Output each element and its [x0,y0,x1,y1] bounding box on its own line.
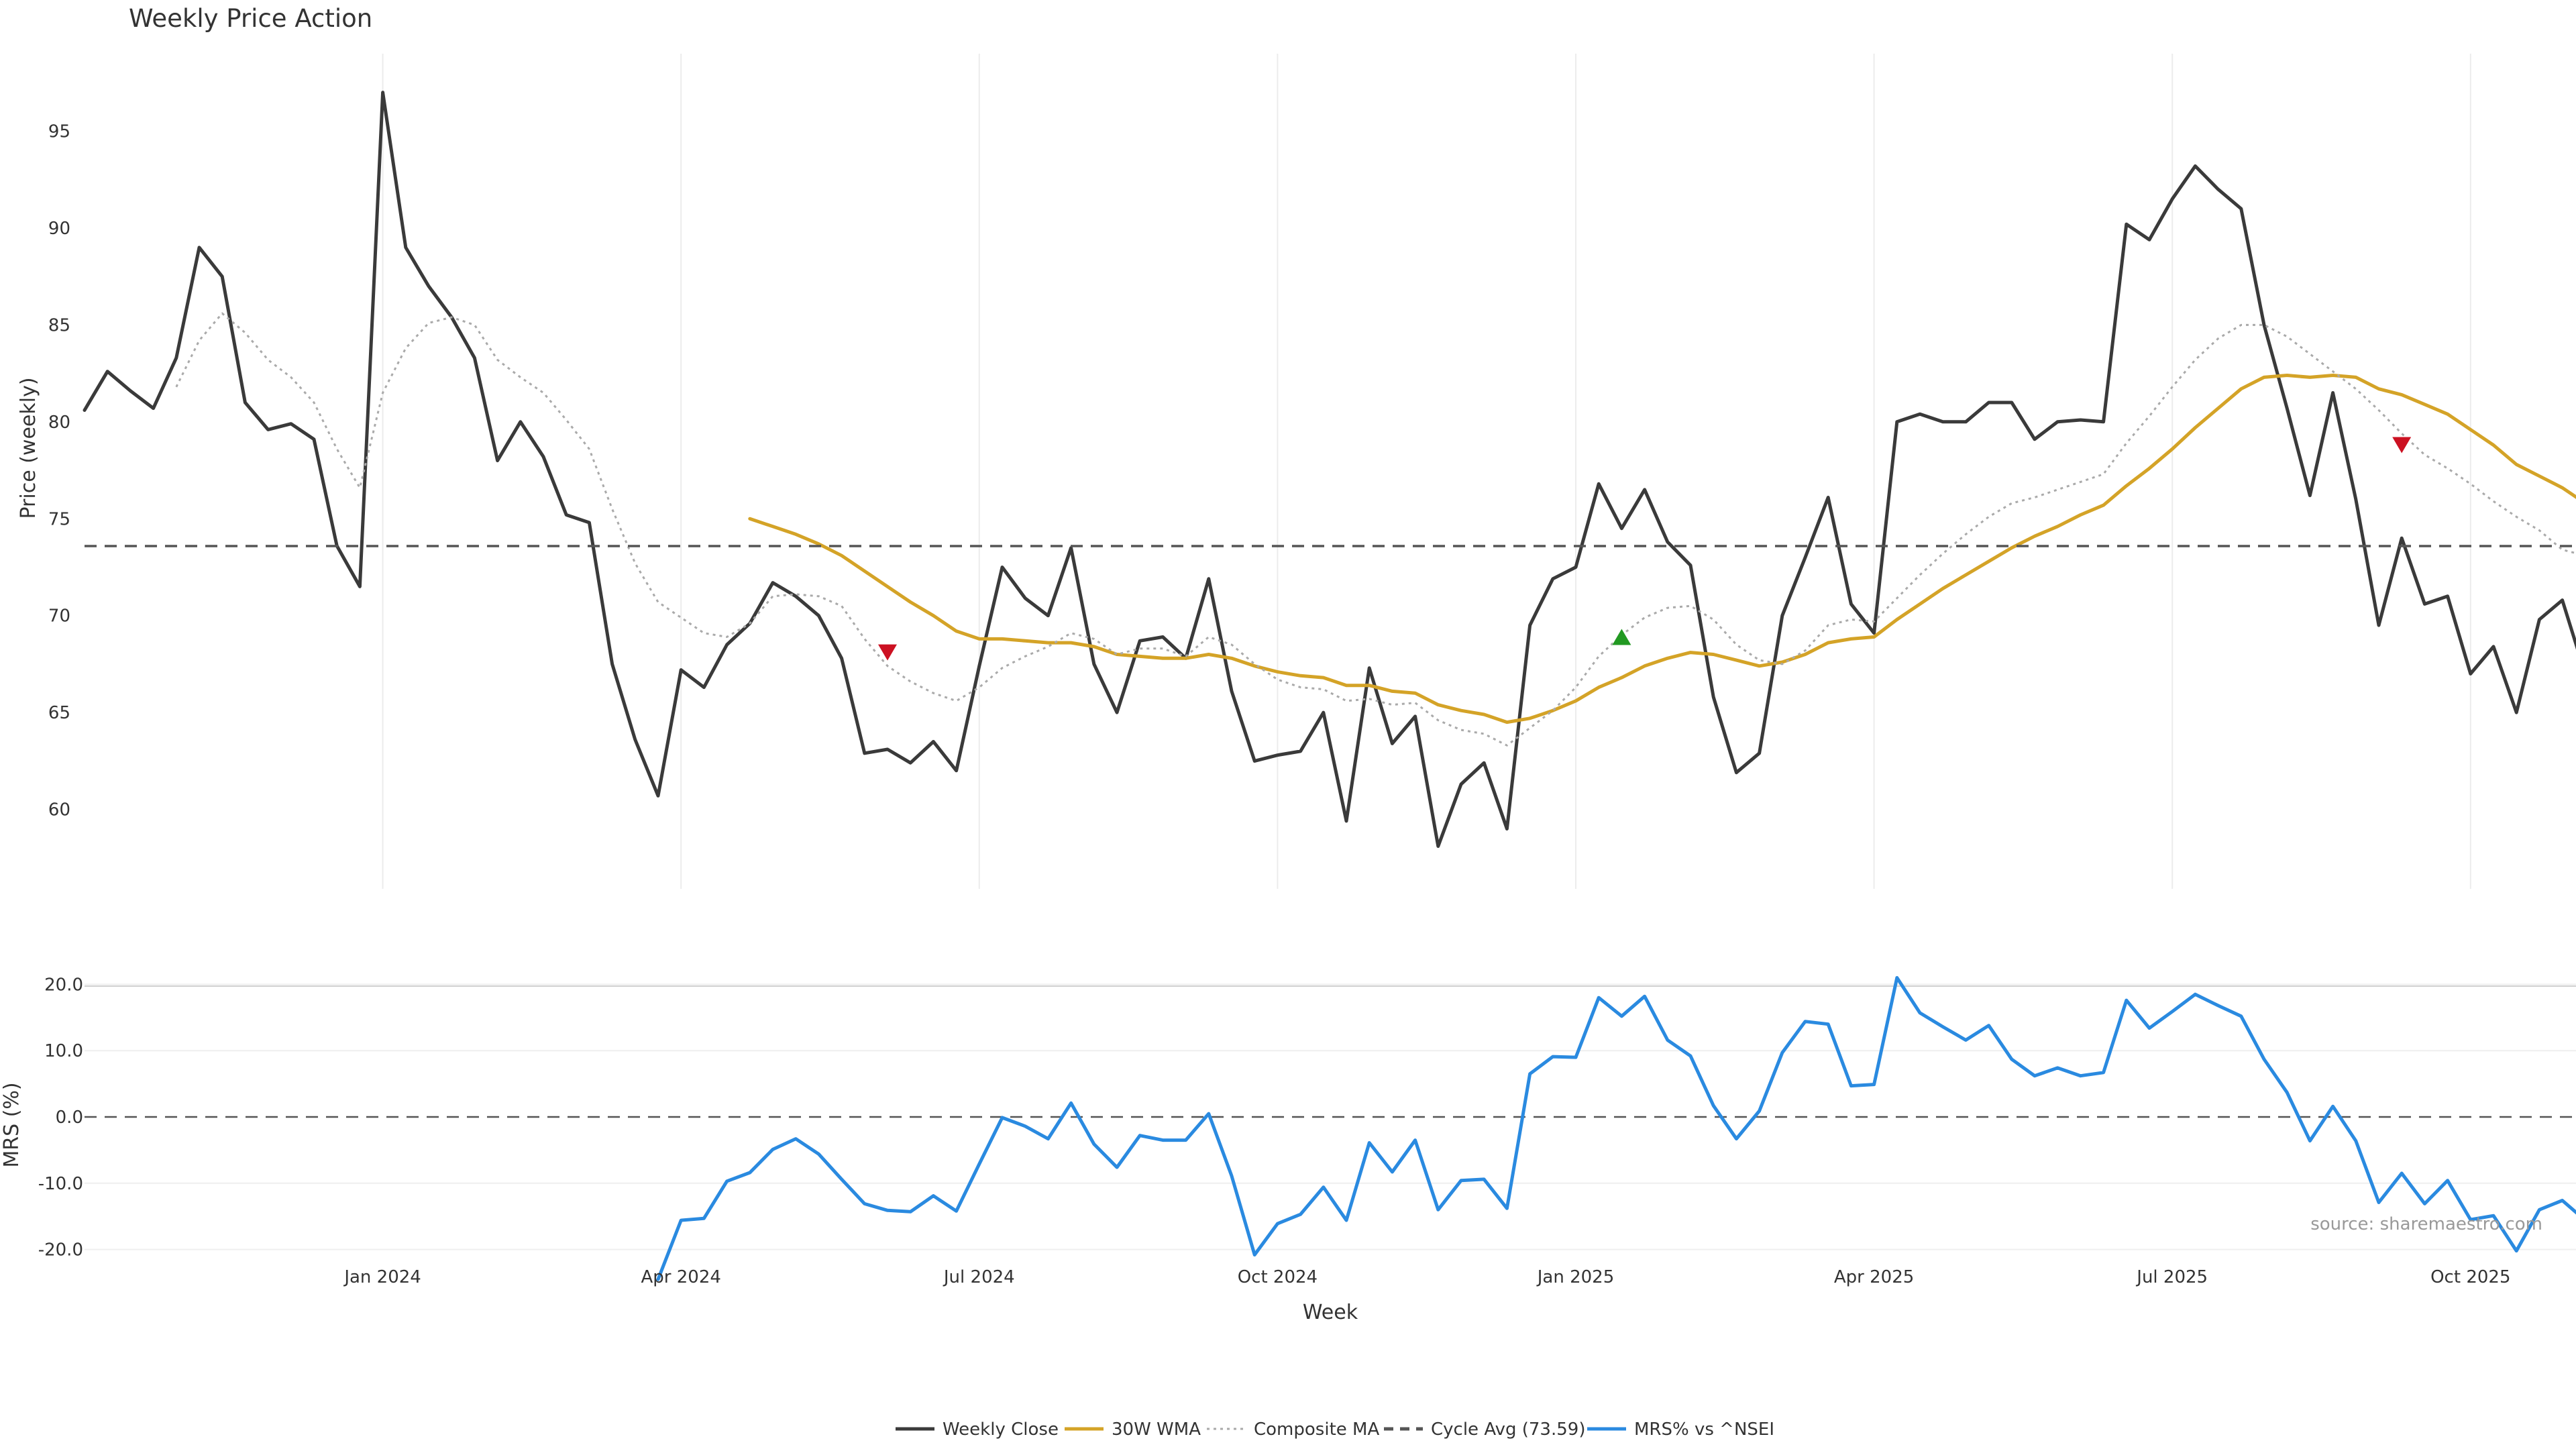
price-signals [878,437,2412,661]
price-y-tick-70: 70 [48,606,70,627]
mrs-series [656,976,2576,1281]
legend-label: Cycle Avg (73.59) [1431,1419,1585,1440]
mrs-y-tick-3: -10.0 [38,1174,83,1194]
composite-ma-line [175,312,2576,747]
sell-signal-marker-2 [2392,437,2412,453]
mrs-y-tick-4: -20.0 [38,1240,83,1260]
price-panel: 60 65 70 75 80 85 90 95 Price (weekly) [17,54,2576,889]
x-axis-label: Week [1303,1301,1358,1324]
x-axis-ticks: Jan 2024 Apr 2024 Jul 2024 Oct 2024 Jan 2025… [343,1267,2510,1287]
30w-wma-line [748,374,2576,724]
mrs-panel: 20.0 10.0 0.0 -10.0 -20.0 MRS (%) source: sh… [0,975,2576,1281]
price-y-tick-95: 95 [48,122,70,142]
x-tick-jul-2025: Jul 2025 [2135,1267,2208,1287]
mrs-y-ticks: 20.0 10.0 0.0 -10.0 -20.0 [38,975,83,1260]
legend-label: Composite MA [1254,1419,1379,1440]
legend-label: MRS% vs ^NSEI [1634,1419,1774,1440]
x-tick-jul-2024: Jul 2024 [943,1267,1015,1287]
legend-label: 30W WMA [1112,1419,1201,1440]
x-tick-oct-2024: Oct 2024 [1238,1267,1318,1287]
chart-title: Weekly Price Action [129,4,372,33]
legend-item-weekly-close: Weekly Close [896,1419,1059,1440]
x-tick-apr-2024: Apr 2024 [641,1267,720,1287]
price-y-ticks: 60 65 70 75 80 85 90 95 [48,122,70,820]
x-tick-jan-2025: Jan 2025 [1536,1267,1615,1287]
x-tick-jan-2024: Jan 2024 [343,1267,421,1287]
mrs-vs-nsei-line [656,976,2576,1281]
legend-label: Weekly Close [943,1419,1059,1440]
legend-item-composite-ma: Composite MA [1207,1419,1379,1440]
price-series [83,91,2576,848]
mrs-y-tick-2: 0.0 [56,1108,83,1128]
mrs-grid [85,983,2576,1250]
x-tick-oct-2025: Oct 2025 [2430,1267,2510,1287]
x-tick-apr-2025: Apr 2025 [1834,1267,1914,1287]
source-note: source: sharemaestro.com [2310,1214,2542,1234]
mrs-y-axis-label: MRS (%) [0,1082,23,1167]
weekly-close-line [83,91,2576,848]
buy-signal-marker-1 [1612,629,1631,645]
mrs-y-tick-1: 10.0 [44,1041,83,1061]
legend-item-cycle-avg-73-59: Cycle Avg (73.59) [1384,1419,1585,1440]
price-y-tick-75: 75 [48,509,70,529]
legend: Weekly Close 30W WMA Composite MA Cycle Avg… [896,1419,1774,1440]
legend-item-mrs-vs-nsei: MRS% vs ^NSEI [1587,1419,1774,1440]
mrs-y-tick-0: 20.0 [44,975,83,995]
price-y-tick-90: 90 [48,219,70,239]
price-y-tick-60: 60 [48,800,70,820]
sell-signal-marker-0 [878,644,897,661]
price-y-axis-label: Price (weekly) [17,377,40,519]
price-y-tick-80: 80 [48,413,70,433]
price-y-tick-85: 85 [48,315,70,335]
price-grid [382,54,2471,889]
price-y-tick-65: 65 [48,703,70,723]
legend-item-30w-wma: 30W WMA [1065,1419,1201,1440]
